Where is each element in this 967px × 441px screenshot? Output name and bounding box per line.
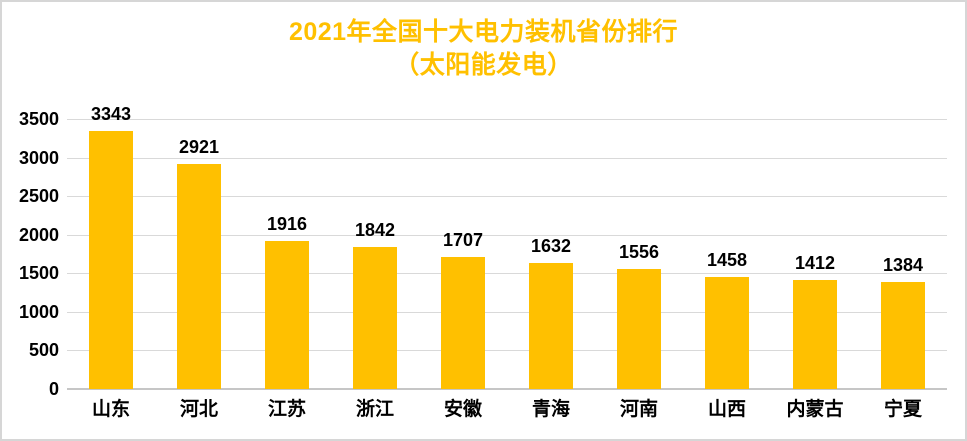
category-label: 安徽 [443, 399, 482, 420]
bar [881, 282, 925, 389]
bar [617, 268, 661, 389]
gridline [67, 311, 947, 313]
y-tick-label: 2000 [18, 224, 59, 245]
bar-value-label: 2921 [178, 136, 220, 157]
bar [177, 163, 221, 389]
gridline [67, 196, 947, 198]
chart-title-line1: 2021年全国十大电力装机省份排行 [288, 18, 679, 46]
plot-area: 3343 2921 1916 1842 1707 1632 1556 1458 1412 1384 [67, 104, 947, 390]
y-tick-label: 3500 [18, 109, 59, 129]
bar-value-label: 1842 [354, 219, 396, 240]
category-label: 青海 [531, 399, 570, 420]
bar-value-label: 3343 [90, 104, 132, 125]
bar [705, 276, 749, 389]
chart-title: 2021年全国十大电力装机省份排行 （太阳能发电） [2, 16, 965, 82]
gridline [67, 119, 947, 120]
bar [793, 280, 837, 389]
y-tick-label: 1000 [18, 301, 59, 322]
y-tick-label: 500 [28, 340, 59, 361]
bar-value-label: 1384 [882, 255, 924, 276]
category-label: 浙江 [355, 399, 394, 420]
y-tick-label: 1500 [18, 263, 59, 284]
x-axis: 山东 河北 江苏 浙江 安徽 青海 河南 山西 内蒙古 宁夏 [67, 397, 947, 427]
y-axis: 0 500 1000 1500 2000 2500 3000 3500 [2, 2, 59, 439]
category-label: 内蒙古 [786, 399, 844, 420]
bar-value-label: 1916 [266, 214, 308, 235]
bar-value-label: 1632 [530, 236, 572, 257]
category-label: 河北 [179, 399, 218, 420]
chart-title-line2: （太阳能发电） [394, 51, 573, 79]
y-tick-label: 2500 [18, 186, 59, 207]
gridline [67, 157, 947, 159]
bar-value-label: 1707 [442, 230, 484, 251]
category-label: 山东 [91, 399, 130, 420]
bar [441, 257, 485, 389]
bar [353, 246, 397, 389]
y-tick-label: 3000 [18, 147, 59, 168]
category-label: 河南 [619, 399, 658, 420]
category-label: 宁夏 [883, 399, 922, 420]
bar [89, 131, 133, 389]
bar-value-label: 1556 [618, 241, 660, 262]
bar-value-label: 1412 [794, 253, 836, 274]
category-label: 江苏 [267, 399, 306, 420]
x-axis-line [67, 388, 947, 390]
gridline [67, 350, 947, 352]
bar-value-label: 1458 [706, 249, 748, 270]
y-tick-label: 0 [48, 379, 59, 399]
category-label: 山西 [707, 399, 746, 420]
gridline [67, 273, 947, 275]
gridline [67, 234, 947, 236]
bar [529, 263, 573, 389]
bar [265, 241, 309, 389]
